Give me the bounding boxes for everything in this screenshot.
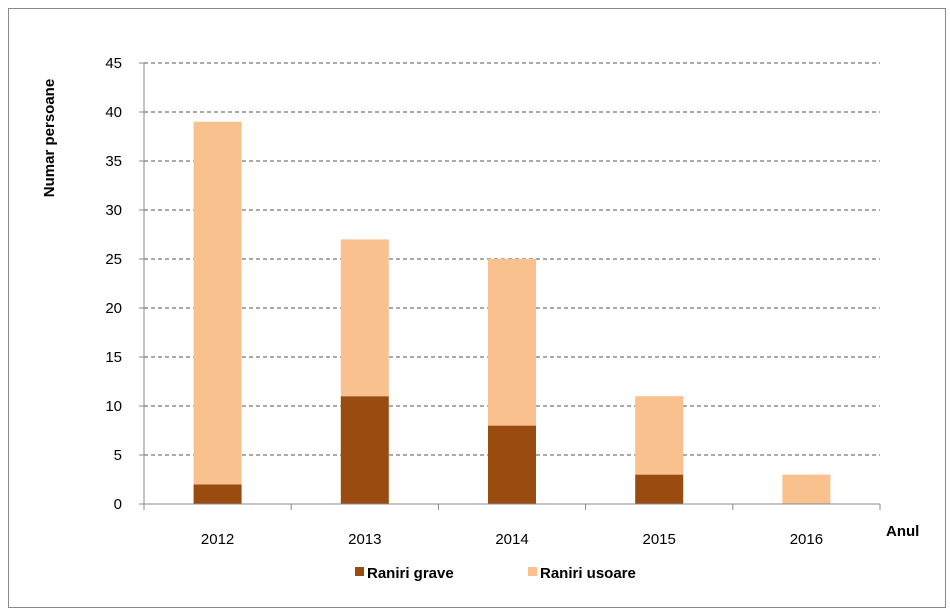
x-tick-label: 2015 bbox=[643, 531, 676, 548]
bar-segment-usoare bbox=[340, 239, 389, 397]
y-tick-label: 0 bbox=[114, 496, 122, 513]
y-tick-label: 25 bbox=[105, 251, 122, 268]
x-tick-label: 2014 bbox=[495, 531, 528, 548]
bar-segment-usoare bbox=[782, 474, 831, 504]
x-tick-label: 2012 bbox=[201, 531, 234, 548]
legend-swatch bbox=[528, 567, 537, 576]
y-tick-label: 10 bbox=[105, 398, 122, 415]
legend-label: Raniri usoare bbox=[540, 565, 636, 582]
x-tick-label: 2013 bbox=[348, 531, 381, 548]
bar-segment-grave bbox=[340, 396, 389, 504]
x-tick-labels: 2012 2013 2014 2015 2016 bbox=[201, 531, 823, 548]
y-tick-label: 30 bbox=[105, 202, 122, 219]
bar-segment-grave bbox=[635, 474, 684, 504]
axes bbox=[139, 62, 881, 510]
bar-segment-grave bbox=[488, 425, 536, 504]
legend: Raniri grave Raniri usoare bbox=[355, 565, 636, 582]
y-tick-label: 45 bbox=[105, 55, 122, 72]
y-tick-label: 15 bbox=[105, 349, 122, 366]
y-tick-label: 40 bbox=[105, 104, 122, 121]
y-tick-labels: 0 5 10 15 20 25 30 35 40 45 bbox=[105, 55, 122, 513]
bar-segment-usoare bbox=[488, 259, 536, 426]
legend-swatch bbox=[355, 567, 364, 576]
bar-segment-grave bbox=[193, 484, 242, 504]
y-tick-label: 35 bbox=[105, 153, 122, 170]
bars bbox=[193, 121, 831, 504]
y-tick-label: 5 bbox=[114, 447, 122, 464]
y-axis-title: Numar persoane bbox=[41, 79, 58, 197]
bar-segment-usoare bbox=[635, 396, 684, 475]
legend-label: Raniri grave bbox=[367, 565, 454, 582]
x-tick-label: 2016 bbox=[790, 531, 823, 548]
y-tick-label: 20 bbox=[105, 300, 122, 317]
bar-segment-usoare bbox=[193, 121, 242, 485]
x-axis-title: Anul bbox=[886, 523, 919, 540]
